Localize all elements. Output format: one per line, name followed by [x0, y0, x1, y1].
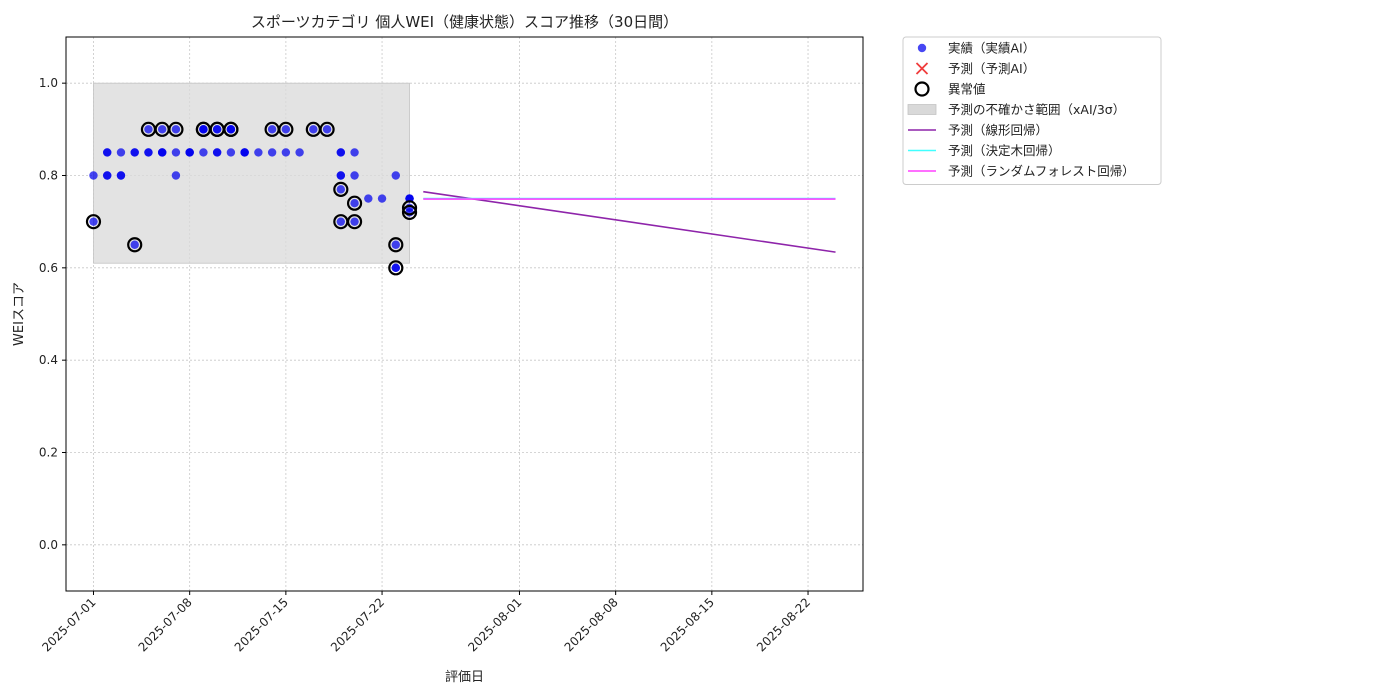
data-point: [157, 148, 167, 157]
anomaly-marker: [333, 181, 349, 197]
actual-points: [89, 125, 414, 273]
data-point: [212, 148, 222, 157]
anomaly-marker: [319, 121, 335, 137]
data-point: [391, 263, 400, 273]
data-point: [281, 125, 291, 134]
legend-label: 予測（予測AI）: [948, 61, 1035, 76]
data-point: [144, 148, 153, 157]
anomaly-marker: [401, 204, 418, 221]
data-point: [350, 199, 359, 208]
data-point: [89, 171, 98, 180]
legend-swatch-anomaly: [914, 81, 930, 97]
legend-label: 異常値: [948, 82, 986, 97]
data-point: [281, 148, 291, 157]
data-point: [336, 185, 346, 194]
data-point: [199, 125, 208, 134]
anomaly-marker: [168, 121, 184, 137]
data-point: [267, 125, 277, 134]
y-tick-label: 0.6: [39, 261, 58, 275]
y-tick-label: 0.2: [39, 446, 58, 460]
data-point: [226, 148, 236, 157]
anomaly-marker: [278, 121, 294, 137]
anomaly-marker: [388, 260, 404, 276]
legend-swatch-band: [907, 104, 937, 115]
y-axis: 0.0 0.2 0.4 0.6 0.8 1.0: [39, 76, 66, 552]
legend-box: [902, 36, 1162, 185]
data-point: [336, 171, 346, 180]
data-point: [322, 125, 332, 134]
anomaly-marker: [388, 237, 404, 253]
data-point: [350, 217, 359, 226]
x-axis-title: 評価日: [445, 670, 484, 685]
x-tick-label: 2025-08-01: [465, 595, 524, 654]
data-point: [391, 171, 400, 180]
anomaly-marker: [127, 237, 143, 253]
data-point: [144, 125, 153, 134]
data-point: [295, 148, 304, 157]
data-point: [254, 148, 263, 157]
data-point: [103, 148, 112, 157]
plot-frame: [65, 36, 864, 592]
prediction-line: [423, 190, 836, 253]
data-point: [336, 148, 346, 157]
x-tick-label: 2025-07-22: [328, 595, 387, 654]
data-point: [171, 148, 181, 157]
x-tick-label: 2025-07-08: [136, 595, 195, 654]
data-point: [116, 171, 126, 180]
uncertainty-band: [93, 82, 410, 264]
legend-swatch-actual: [917, 43, 927, 53]
legend-label: 予測（ランダムフォレスト回帰）: [948, 164, 1135, 179]
anomaly-marker: [85, 214, 102, 230]
data-point: [199, 148, 208, 157]
legend-swatch-forecast: [915, 62, 929, 75]
data-point: [171, 125, 181, 134]
y-tick-label: 0.4: [39, 353, 58, 367]
data-point: [185, 148, 194, 157]
anomaly-markers: [85, 121, 418, 276]
legend-label: 実績（実績AI）: [948, 41, 1035, 56]
x-axis: 2025-07-01 2025-07-08 2025-07-15 2025-07-22…: [39, 591, 813, 654]
x-tick-label: 2025-08-22: [754, 595, 813, 654]
anomaly-marker: [346, 214, 363, 230]
data-point: [267, 148, 277, 157]
data-point: [309, 125, 318, 134]
prediction-lines: [423, 190, 836, 253]
data-point: [171, 171, 181, 180]
anomaly-marker: [346, 195, 363, 211]
data-point: [350, 171, 359, 180]
data-point: [377, 194, 387, 203]
x-tick-label: 2025-08-15: [658, 595, 717, 654]
data-point: [157, 125, 167, 134]
x-tick-label: 2025-07-01: [39, 595, 98, 654]
legend-label: 予測（決定木回帰）: [948, 143, 1061, 158]
data-point: [350, 148, 359, 157]
y-axis-title: WEIスコア: [12, 282, 27, 346]
data-point: [130, 148, 139, 157]
anomaly-marker: [401, 200, 418, 216]
data-point: [240, 148, 249, 157]
legend-label: 予測の不確かさ範囲（xAI/3σ）: [948, 102, 1125, 117]
x-tick-label: 2025-07-15: [232, 595, 291, 654]
y-tick-label: 1.0: [39, 76, 58, 90]
chart-title: スポーツカテゴリ 個人WEI（健康状態）スコア推移（30日間）: [251, 13, 678, 31]
data-point: [226, 125, 236, 134]
anomaly-marker: [223, 121, 239, 137]
data-point: [336, 217, 346, 226]
legend-label: 予測（線形回帰）: [948, 123, 1048, 138]
data-point: [130, 240, 139, 249]
data-point: [103, 171, 112, 180]
data-point: [391, 240, 400, 249]
data-point: [116, 148, 126, 157]
plot-area: [65, 36, 864, 592]
x-tick-label: 2025-08-08: [562, 595, 621, 654]
y-tick-label: 0.8: [39, 169, 58, 183]
data-point: [212, 125, 222, 134]
data-point: [364, 194, 373, 203]
y-tick-label: 0.0: [39, 538, 58, 552]
data-point: [89, 217, 98, 226]
